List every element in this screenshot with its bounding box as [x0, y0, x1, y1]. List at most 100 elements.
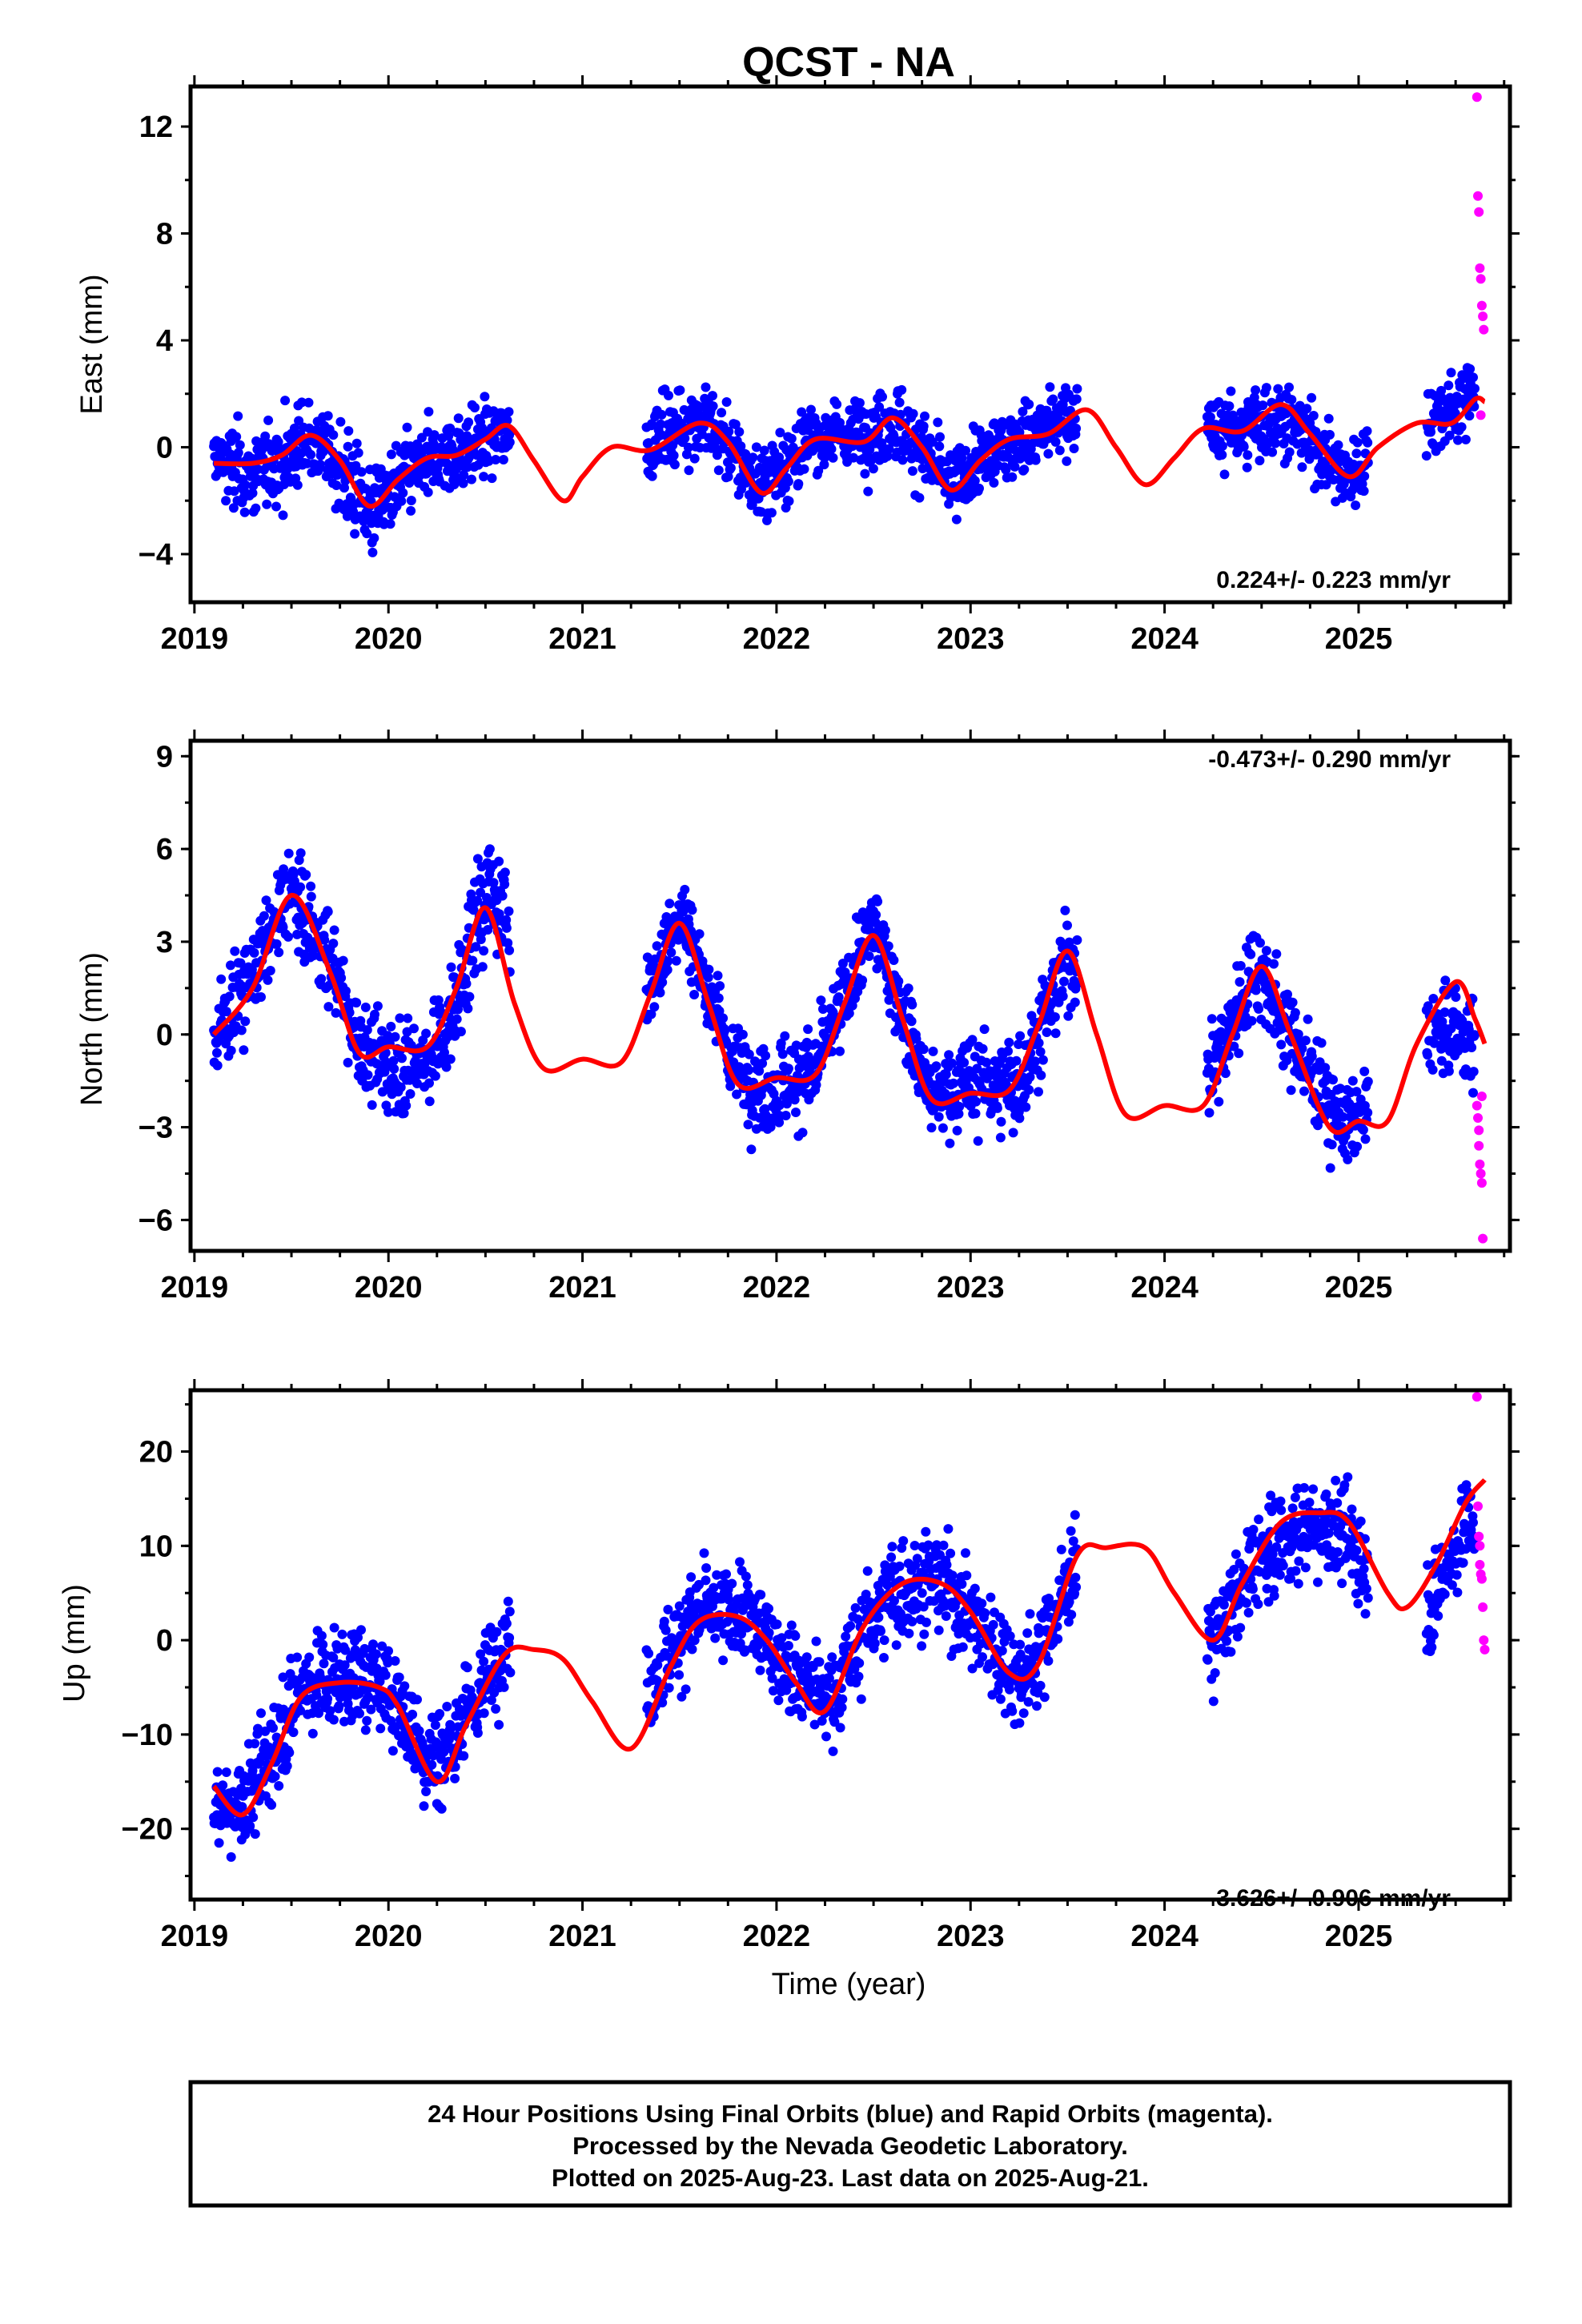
point-final	[684, 465, 694, 476]
point-final	[350, 529, 360, 539]
point-final	[718, 1655, 729, 1666]
point-final	[678, 907, 689, 917]
point-final	[918, 1044, 929, 1055]
point-final	[1219, 469, 1230, 480]
point-rapid	[1473, 1113, 1483, 1123]
point-final	[1019, 464, 1030, 475]
point-final	[868, 464, 878, 474]
point-final	[348, 506, 359, 517]
point-final	[386, 449, 396, 460]
point-final	[259, 911, 269, 921]
point-final	[1063, 1011, 1074, 1021]
point-final	[1048, 394, 1058, 404]
point-final	[1070, 1572, 1081, 1582]
point-final	[942, 1560, 952, 1570]
point-final	[414, 1726, 424, 1736]
point-final	[821, 1731, 831, 1742]
point-final	[797, 1711, 807, 1722]
point-final	[724, 426, 734, 436]
xtick-label-north: 2019	[161, 1271, 229, 1305]
point-final	[295, 1706, 306, 1715]
ytick-label-east: 12	[139, 111, 173, 144]
point-final	[1072, 384, 1082, 394]
point-final	[1436, 392, 1447, 403]
point-final	[891, 1640, 901, 1651]
point-final	[289, 876, 299, 887]
point-final	[662, 965, 673, 975]
point-final	[655, 987, 665, 998]
point-final	[502, 415, 512, 425]
point-final	[961, 445, 970, 456]
point-final	[973, 1136, 983, 1146]
point-final	[1451, 992, 1461, 1002]
point-final	[1436, 385, 1447, 396]
point-final	[997, 1646, 1007, 1656]
point-final	[907, 466, 917, 476]
point-final	[351, 438, 362, 448]
point-final	[669, 460, 680, 470]
point-final	[1359, 1066, 1370, 1076]
point-final	[978, 1652, 987, 1663]
point-final	[652, 941, 662, 951]
point-rapid	[1479, 324, 1489, 335]
point-final	[742, 1580, 753, 1590]
point-final	[362, 1025, 372, 1035]
point-final	[1040, 980, 1050, 991]
xtick-label-east: 2022	[743, 622, 811, 656]
point-final	[1207, 1014, 1217, 1024]
point-final	[835, 1046, 845, 1056]
point-final	[918, 421, 929, 432]
point-final	[844, 1008, 854, 1019]
point-final	[767, 1673, 777, 1683]
point-final	[338, 955, 348, 966]
point-final	[1327, 1140, 1337, 1150]
point-final	[457, 944, 468, 955]
point-final	[436, 1803, 447, 1814]
point-final	[854, 398, 865, 408]
point-final	[748, 452, 758, 463]
point-final	[656, 409, 667, 420]
point-final	[500, 879, 510, 890]
point-final	[424, 466, 434, 476]
point-final	[351, 998, 362, 1008]
point-final	[850, 1602, 861, 1613]
point-final	[1071, 1582, 1082, 1592]
ytick-label-north: −3	[139, 1112, 173, 1145]
point-final	[730, 420, 741, 429]
point-final	[1062, 920, 1072, 931]
point-final	[1258, 400, 1268, 411]
point-final	[412, 1079, 422, 1088]
xtick-label-east: 2025	[1325, 622, 1393, 656]
point-final	[894, 397, 905, 408]
ytick-label-east: 0	[156, 431, 173, 464]
point-final	[363, 1070, 373, 1080]
point-final	[239, 1045, 249, 1055]
point-final	[504, 1606, 515, 1617]
model-curve-east	[214, 396, 1486, 509]
point-final	[704, 964, 714, 975]
point-final	[263, 975, 273, 985]
point-final	[503, 938, 513, 948]
point-final	[853, 1671, 864, 1682]
point-final	[882, 1580, 893, 1590]
point-final	[366, 1704, 376, 1715]
point-final	[889, 955, 899, 965]
point-final	[683, 442, 693, 452]
point-final	[316, 974, 327, 984]
point-final	[315, 1671, 325, 1682]
point-final	[297, 397, 307, 408]
point-final	[328, 939, 339, 949]
point-final	[1205, 412, 1215, 422]
point-final	[970, 1108, 981, 1119]
point-final	[503, 1596, 513, 1606]
point-final	[464, 991, 475, 1002]
point-final	[306, 891, 316, 902]
point-final	[328, 1652, 339, 1663]
point-final	[343, 426, 354, 436]
point-final	[233, 411, 243, 421]
point-rapid	[1478, 1233, 1488, 1244]
point-final	[1235, 961, 1246, 971]
point-final	[1247, 1015, 1257, 1026]
